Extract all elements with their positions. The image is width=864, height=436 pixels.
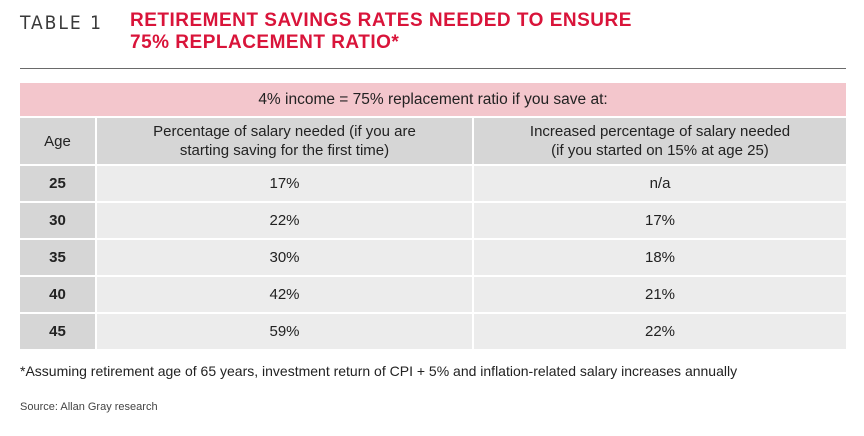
table-row: 45 59% 22% — [20, 314, 846, 351]
column-header-row: Age Percentage of salary needed (if you … — [20, 118, 846, 166]
table-number-label: TABLE 1 — [20, 12, 103, 34]
increased-cell: n/a — [472, 166, 846, 203]
first-time-cell: 30% — [95, 240, 472, 277]
title-divider — [20, 68, 846, 69]
increased-cell: 18% — [472, 240, 846, 277]
increased-cell: 21% — [472, 277, 846, 314]
source-note: Source: Allan Gray research — [20, 401, 158, 413]
age-cell: 25 — [20, 166, 95, 203]
first-time-header-line-2: starting saving for the first time) — [179, 142, 390, 159]
increased-header-line-2: (if you started on 15% at age 25) — [551, 142, 769, 159]
first-time-column-header: Percentage of salary needed (if you are … — [95, 118, 472, 166]
savings-rates-table: 4% income = 75% replacement ratio if you… — [20, 83, 846, 351]
age-column-header: Age — [20, 118, 95, 166]
first-time-cell: 59% — [95, 314, 472, 351]
first-time-header-line-1: Percentage of salary needed (if you are — [153, 123, 416, 140]
increased-cell: 22% — [472, 314, 846, 351]
first-time-cell: 17% — [95, 166, 472, 203]
table-row: 30 22% 17% — [20, 203, 846, 240]
age-cell: 35 — [20, 240, 95, 277]
footnote: *Assuming retirement age of 65 years, in… — [20, 363, 738, 379]
first-time-cell: 42% — [95, 277, 472, 314]
increased-header-line-1: Increased percentage of salary needed — [529, 123, 791, 140]
table-row: 25 17% n/a — [20, 166, 846, 203]
table-banner-row: 4% income = 75% replacement ratio if you… — [20, 83, 846, 118]
table-row: 40 42% 21% — [20, 277, 846, 314]
table-title-line-1: RETIREMENT SAVINGS RATES NEEDED TO ENSUR… — [130, 10, 632, 31]
table-title-line-2: 75% REPLACEMENT RATIO* — [130, 32, 400, 53]
table-row: 35 30% 18% — [20, 240, 846, 277]
table-banner: 4% income = 75% replacement ratio if you… — [20, 83, 846, 118]
first-time-cell: 22% — [95, 203, 472, 240]
table-header: TABLE 1 RETIREMENT SAVINGS RATES NEEDED … — [20, 8, 850, 64]
increased-cell: 17% — [472, 203, 846, 240]
age-cell: 45 — [20, 314, 95, 351]
age-cell: 40 — [20, 277, 95, 314]
age-cell: 30 — [20, 203, 95, 240]
table-title: RETIREMENT SAVINGS RATES NEEDED TO ENSUR… — [130, 10, 632, 54]
increased-column-header: Increased percentage of salary needed (i… — [472, 118, 846, 166]
